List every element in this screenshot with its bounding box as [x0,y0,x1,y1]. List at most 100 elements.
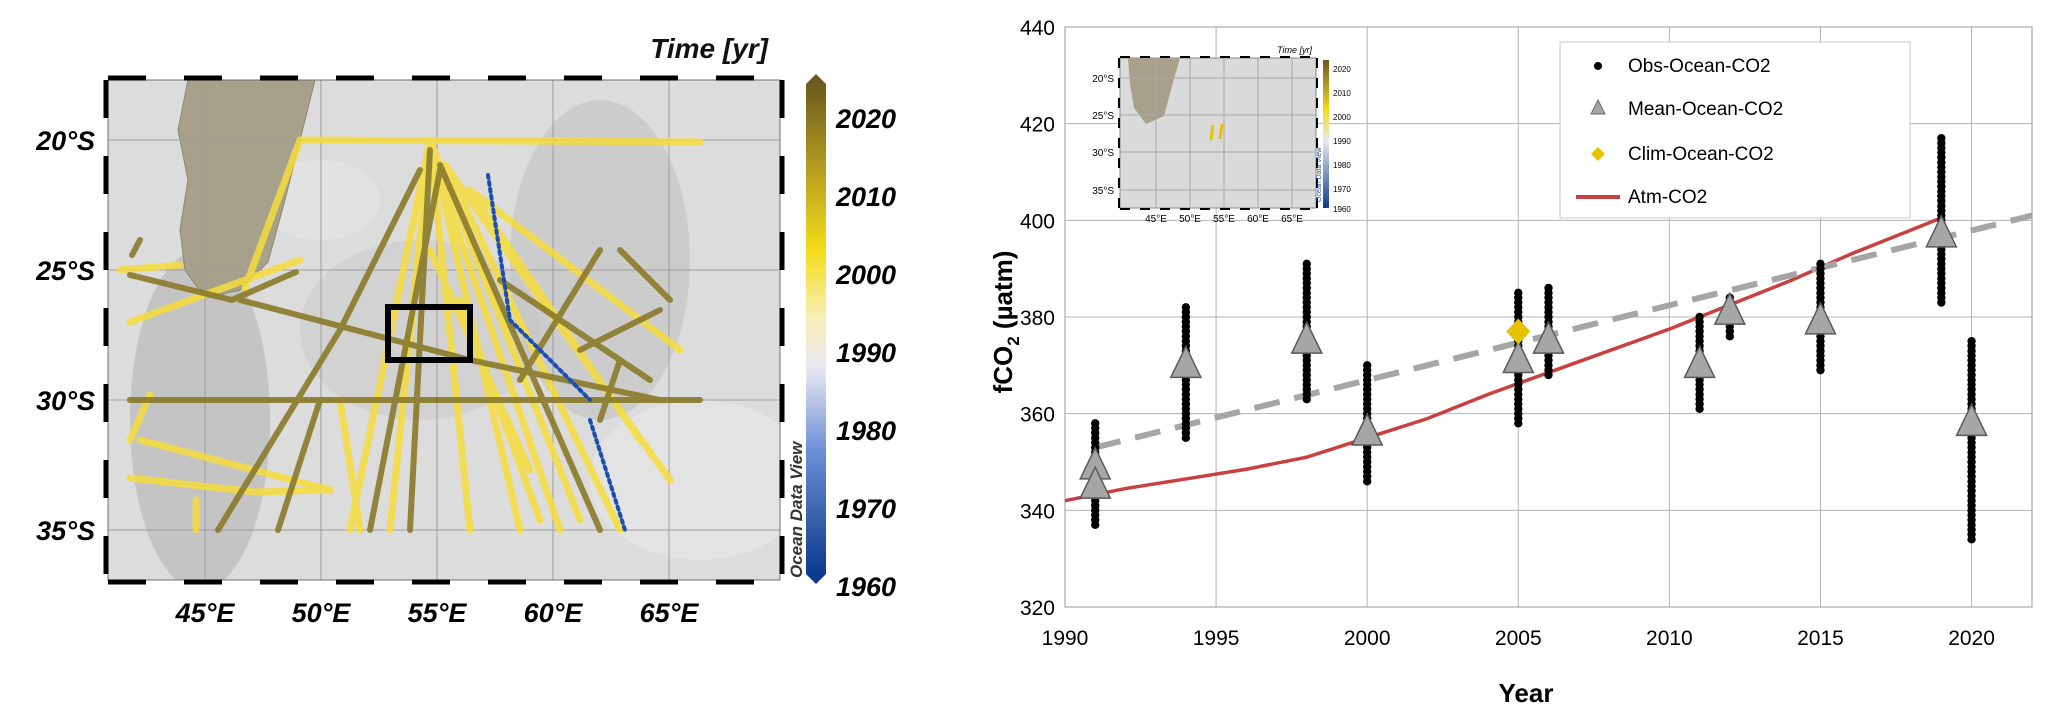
y-tick-label-380: 380 [1020,307,1055,330]
inset-colorbar [1323,60,1329,208]
colorbar-title: Time [yr] [650,33,769,64]
inset-lat-35: 35°S [1092,186,1114,197]
inset-cbar-2010: 2010 [1333,89,1351,98]
lon-label-55: 55°E [408,598,468,628]
cruise-track-map: 20°S 25°S 30°S 35°S 45°E 50°E 55°E 60°E … [35,33,896,628]
colorbar-bottom-cap [806,574,826,584]
y-tick-label-440: 440 [1020,17,1055,40]
odv-watermark: Ocean Data View [787,440,806,578]
legend: Obs-Ocean-CO2 Mean-Ocean-CO2 Clim-Ocean-… [1559,41,1911,219]
inset-madagascar [1128,58,1180,124]
mean-triangle-2000 [1350,412,1384,446]
inset-lon-45: 45°E [1145,214,1167,225]
mean-triangle-1998 [1290,320,1323,354]
x-tick-label-1995: 1995 [1193,627,1240,650]
mean-triangle-2012 [1713,291,1747,325]
y-axis-title-subscript: 2 [1004,336,1023,345]
mean-triangle-2011 [1683,344,1716,379]
plot-frame [1064,26,2033,608]
y-tick-label-400: 400 [1020,210,1055,233]
inset-lon-65: 65°E [1281,214,1303,225]
inset-lon-55: 55°E [1213,214,1235,225]
inset-colorbar-title: Time [yr] [1277,45,1312,55]
obs-point-1998 [1302,259,1311,269]
fco2-chart: 320 340 360 380 400 420 440 1990 1995 2000 2005 201… [988,17,2033,708]
x-tick-label-2005: 2005 [1495,627,1542,650]
inset-lat-25: 25°S [1092,111,1114,122]
lon-label-50: 50°E [292,598,352,628]
y-axis-title-unit: (µatm) [988,251,1018,337]
lon-label-65: 65°E [640,598,700,628]
obs-point-2019 [1937,133,1946,143]
inset-lat-20: 20°S [1092,74,1114,85]
obs-point-2020 [1967,336,1976,346]
colorbar-tick-2000: 2000 [835,260,896,290]
mean-triangle-1991 [1079,465,1112,499]
x-axis-title: Year [1499,678,1554,708]
legend-mean-label: Mean-Ocean-CO2 [1628,99,1783,120]
mean-triangle-1994 [1169,344,1203,379]
chart-series [1064,104,2033,544]
inset-track-2 [1218,123,1224,140]
inset-map: 20°S 25°S 30°S 35°S 45°E 50°E 55°E 60°E … [1092,45,1351,225]
y-tick-label-320: 320 [1020,597,1055,620]
inset-cbar-1980: 1980 [1333,161,1351,170]
legend-obs-marker [1594,62,1602,70]
colorbar-tick-1970: 1970 [836,494,896,524]
legend-mean-marker [1590,98,1606,115]
colorbar-tick-1960: 1960 [836,572,896,602]
x-tick-label-2020: 2020 [1948,627,1995,650]
inset-dashed-border [1118,56,1318,210]
inset-track-1 [1209,124,1215,141]
ocean-trend-dashed-line [1094,212,2033,451]
legend-obs-label: Obs-Ocean-CO2 [1628,56,1771,77]
inset-cbar-2020: 2020 [1333,65,1351,74]
colorbar-tick-2020: 2020 [835,104,896,134]
chart-ticks: 320 340 360 380 400 420 440 1990 1995 2000 2005 201… [1020,17,1995,650]
study-area-box [385,304,473,363]
obs-point-1994 [1181,303,1191,312]
inset-lon-50: 50°E [1179,214,1201,225]
obs-point-1991 [1091,419,1100,428]
map-dashed-border [103,75,785,585]
lon-label-45: 45°E [175,598,236,628]
obs-point-2006 [1544,283,1553,293]
inset-watermark: Ocean Data View [1316,147,1323,202]
obs-point-2005 [1514,288,1523,298]
lat-label-25: 25°S [35,256,95,286]
colorbar-top-cap [806,74,826,84]
mean-triangle-2020 [1955,402,1988,437]
inset-cbar-1970: 1970 [1333,185,1351,194]
lat-label-20: 20°S [35,126,95,156]
colorbar-tick-2010: 2010 [835,182,896,212]
colorbar [806,84,826,574]
mean-triangle-2019 [1925,214,1958,248]
x-tick-label-2000: 2000 [1344,627,1391,650]
inset-cbar-2000: 2000 [1333,113,1351,122]
obs-point-2000 [1362,361,1372,370]
inset-cbar-1990: 1990 [1333,137,1351,146]
legend-atm-label: Atm-CO2 [1628,187,1707,208]
x-tick-label-2010: 2010 [1646,627,1693,650]
legend-clim-marker [1591,147,1605,161]
lon-label-60: 60°E [524,598,584,628]
legend-clim-label: Clim-Ocean-CO2 [1628,144,1774,165]
obs-point-2011 [1695,312,1704,322]
x-tick-label-2015: 2015 [1797,627,1844,650]
y-axis-title-main: fCO [988,346,1018,394]
colorbar-tick-1990: 1990 [836,338,896,368]
madagascar-landmass [177,79,316,299]
clim-diamond-2005 [1506,318,1531,345]
atm-co2-line [1064,216,1942,503]
inset-lon-60: 60°E [1247,214,1269,225]
lat-label-35: 35°S [36,516,95,546]
inset-cbar-1960: 1960 [1333,205,1351,214]
lat-label-30: 30°S [36,386,95,416]
mean-triangle-2015 [1804,301,1837,335]
y-tick-label-420: 420 [1020,114,1055,137]
mean-triangle-2006 [1532,320,1565,354]
legend-box [1559,41,1911,219]
mean-triangle-2005 [1502,339,1535,374]
obs-point-2015 [1816,259,1825,269]
cruise-tracks [116,136,704,534]
